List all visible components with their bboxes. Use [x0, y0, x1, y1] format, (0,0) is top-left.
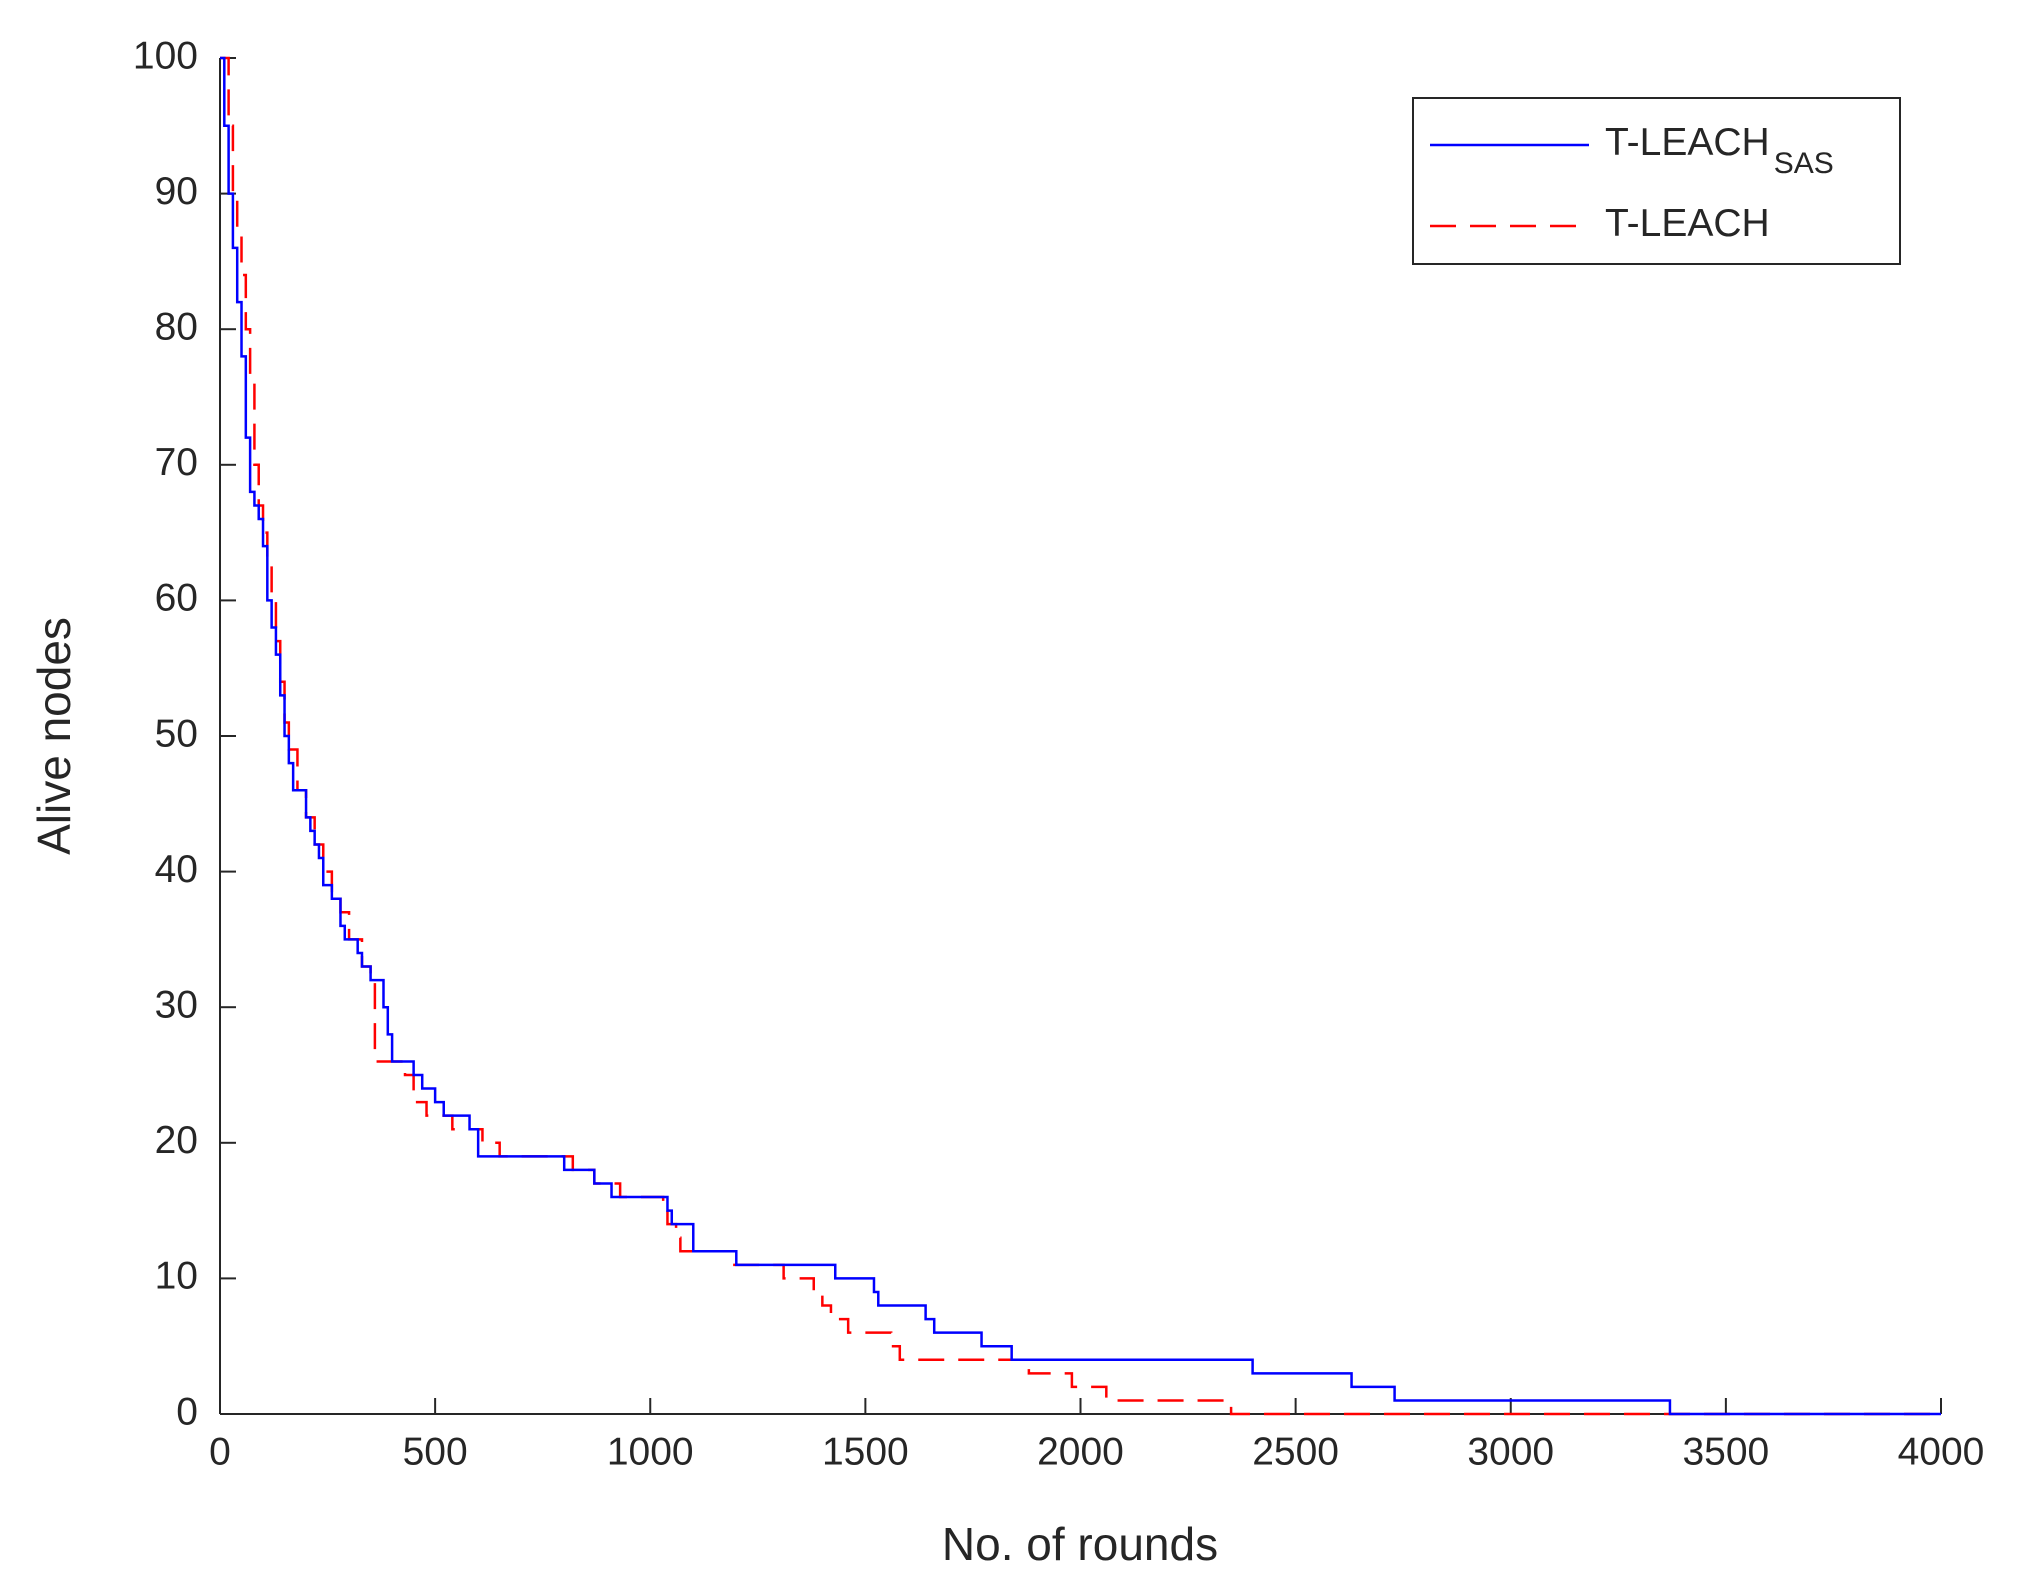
y-tick-label: 80 — [155, 305, 198, 348]
y-tick-label: 50 — [155, 712, 198, 755]
x-tick-label: 0 — [209, 1430, 231, 1473]
x-tick-label: 1500 — [822, 1430, 909, 1473]
x-tick-label: 2000 — [1037, 1430, 1124, 1473]
x-tick-label: 500 — [403, 1430, 468, 1473]
legend-label: T-LEACH SAS — [1605, 121, 1834, 180]
y-tick-label: 0 — [176, 1390, 198, 1433]
x-tick-label: 1000 — [607, 1430, 694, 1473]
x-tick-label: 3000 — [1467, 1430, 1554, 1473]
series-line — [220, 56, 1941, 1416]
legend-name: T-LEACH — [1605, 121, 1770, 164]
y-tick-label: 90 — [155, 170, 198, 213]
y-tick-label: 60 — [155, 577, 198, 620]
y-tick-label: 20 — [155, 1119, 198, 1162]
y-tick-label: 100 — [133, 34, 198, 77]
y-axis-label: Alive nodes — [28, 617, 80, 855]
y-tick-label: 10 — [155, 1255, 198, 1298]
y-tick-label: 30 — [155, 983, 198, 1026]
x-tick-label: 4000 — [1898, 1430, 1985, 1473]
y-tick-label: 70 — [155, 441, 198, 484]
x-axis-label: No. of rounds — [942, 1518, 1218, 1570]
y-tick-label: 40 — [155, 848, 198, 891]
legend-box — [1412, 97, 1901, 265]
x-tick-label: 2500 — [1252, 1430, 1339, 1473]
legend-name: T-LEACH — [1605, 202, 1770, 245]
x-tick-label: 3500 — [1682, 1430, 1769, 1473]
legend-label: T-LEACH — [1605, 202, 1770, 245]
legend-subscript: SAS — [1774, 147, 1834, 180]
